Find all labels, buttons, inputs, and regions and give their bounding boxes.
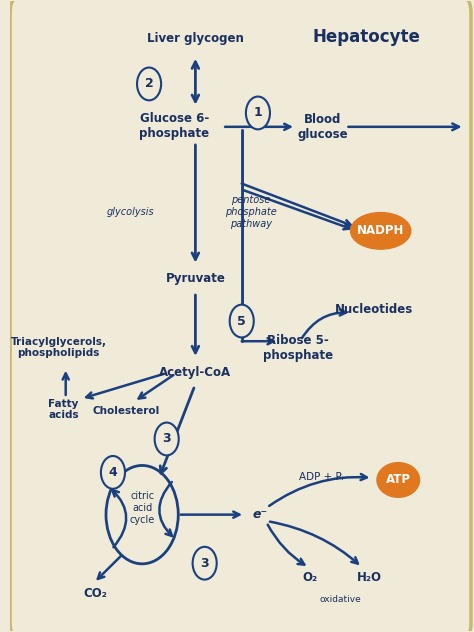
Circle shape [101, 456, 125, 489]
Text: Pyruvate: Pyruvate [165, 272, 225, 284]
Text: glycolysis: glycolysis [107, 207, 155, 217]
Text: H₂O: H₂O [356, 571, 382, 584]
Text: 2: 2 [145, 78, 154, 90]
Text: Liver glycogen: Liver glycogen [147, 32, 244, 45]
FancyBboxPatch shape [10, 0, 471, 632]
Circle shape [192, 547, 217, 580]
Text: O₂: O₂ [303, 571, 318, 584]
Text: pentose
phosphate
pathway: pentose phosphate pathway [225, 195, 277, 229]
Text: 1: 1 [254, 106, 262, 119]
Text: Triacylglycerols,
phospholipids: Triacylglycerols, phospholipids [11, 337, 107, 358]
Text: Glucose 6-
phosphate: Glucose 6- phosphate [139, 112, 210, 140]
Text: Hepatocyte: Hepatocyte [313, 28, 421, 46]
Text: CO₂: CO₂ [84, 587, 108, 600]
Text: 4: 4 [109, 466, 118, 479]
Circle shape [137, 68, 161, 100]
Circle shape [246, 97, 270, 130]
Text: Acetyl-CoA: Acetyl-CoA [159, 367, 231, 379]
Text: e⁻: e⁻ [253, 508, 268, 521]
Text: citric
acid
cycle: citric acid cycle [129, 491, 155, 525]
Text: NADPH: NADPH [357, 224, 404, 238]
Circle shape [230, 305, 254, 337]
Ellipse shape [351, 212, 411, 249]
Text: Cholesterol: Cholesterol [92, 406, 160, 416]
Text: Blood
glucose: Blood glucose [298, 113, 348, 141]
Text: ATP: ATP [386, 473, 411, 487]
Text: 3: 3 [201, 557, 209, 569]
Text: 5: 5 [237, 315, 246, 327]
Text: Ribose 5-
phosphate: Ribose 5- phosphate [263, 334, 333, 362]
Text: Fatty
acids: Fatty acids [48, 399, 79, 420]
Text: Nucleotides: Nucleotides [335, 303, 413, 316]
Ellipse shape [377, 463, 419, 497]
Circle shape [155, 423, 179, 456]
Text: ADP + Pᵢ: ADP + Pᵢ [299, 472, 344, 482]
Text: oxidative: oxidative [319, 595, 361, 604]
Text: 3: 3 [163, 432, 171, 446]
